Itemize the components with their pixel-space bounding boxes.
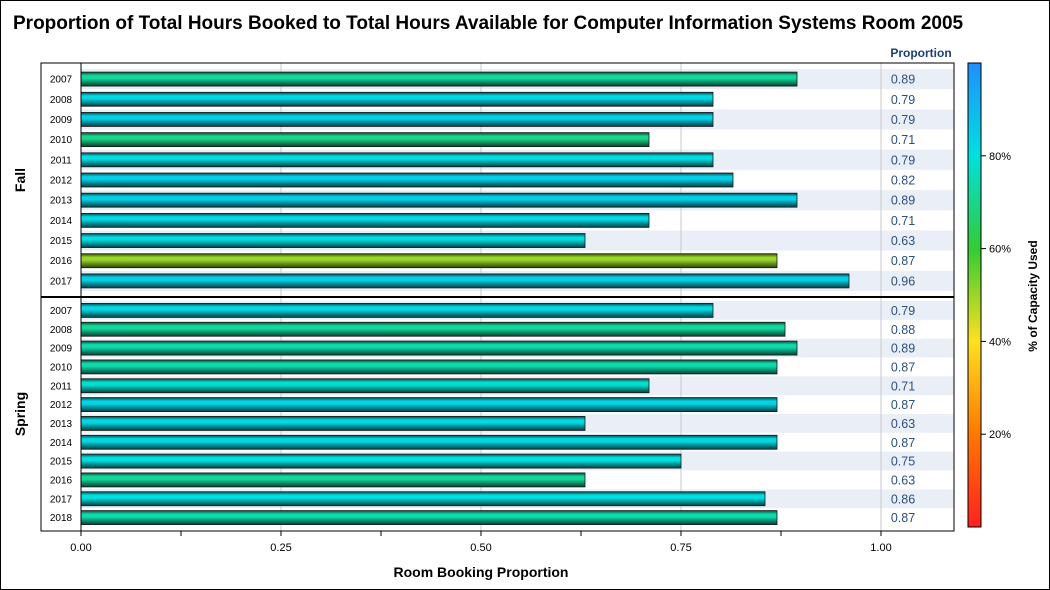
year-label: 2007	[50, 75, 73, 86]
year-label: 2011	[50, 155, 72, 166]
bar	[80, 321, 786, 337]
year-label: 2018	[50, 513, 73, 524]
chart-title: Proportion of Total Hours Booked to Tota…	[13, 13, 964, 34]
value-label: 0.96	[891, 274, 915, 288]
value-label: 0.88	[891, 323, 915, 337]
panel-label-spring: Spring	[12, 392, 28, 436]
year-label: 2009	[50, 115, 73, 126]
bar	[80, 378, 650, 394]
value-label: 0.79	[891, 304, 915, 318]
year-label: 2007	[50, 306, 73, 317]
year-label: 2010	[50, 135, 73, 146]
colorbar	[967, 62, 982, 528]
value-label: 0.82	[891, 174, 915, 188]
bar	[80, 510, 778, 525]
bar	[80, 472, 586, 488]
value-label: 0.79	[891, 93, 915, 107]
value-column-header: Proportion	[890, 46, 951, 60]
value-label: 0.87	[891, 436, 915, 450]
year-label: 2010	[50, 362, 73, 373]
x-tick-label: 1.00	[870, 542, 891, 554]
bar	[80, 91, 714, 107]
value-label: 0.71	[891, 214, 915, 228]
value-label: 0.79	[891, 153, 915, 167]
year-label: 2011	[50, 381, 72, 392]
x-axis-label: Room Booking Proportion	[394, 564, 569, 580]
bar	[80, 152, 714, 168]
year-label: 2015	[50, 236, 73, 247]
bar	[80, 397, 778, 412]
bar	[80, 416, 586, 431]
year-label: 2013	[50, 419, 73, 430]
bar	[80, 233, 586, 248]
colorbar-tick-label: 20%	[989, 429, 1011, 441]
year-label: 2017	[50, 276, 73, 287]
value-label: 0.89	[891, 342, 915, 356]
colorbar-tick-label: 80%	[989, 151, 1011, 163]
year-label: 2014	[50, 216, 73, 227]
value-label: 0.87	[891, 360, 915, 374]
value-label: 0.87	[891, 511, 915, 525]
value-label: 0.63	[891, 473, 915, 487]
value-label: 0.63	[891, 417, 915, 431]
colorbar-tick-label: 40%	[989, 336, 1011, 348]
bar	[80, 192, 798, 208]
bar	[80, 453, 682, 469]
bar	[80, 132, 650, 148]
value-label: 0.79	[891, 113, 915, 127]
year-label: 2012	[50, 400, 73, 411]
bar	[80, 112, 714, 127]
x-tick-label: 0.00	[70, 542, 91, 554]
bar	[80, 273, 850, 289]
bar	[80, 359, 778, 375]
value-label: 0.86	[891, 492, 915, 506]
value-label: 0.89	[891, 194, 915, 208]
colorbar-label: % of Capacity Used	[1026, 240, 1040, 351]
bar	[80, 303, 714, 318]
x-tick-label: 0.50	[470, 542, 491, 554]
colorbar-tick-label: 60%	[989, 244, 1011, 256]
year-label: 2012	[50, 176, 73, 187]
bar	[80, 253, 778, 269]
year-label: 2015	[50, 457, 73, 468]
year-label: 2009	[50, 344, 73, 355]
year-label: 2008	[50, 325, 73, 336]
value-label: 0.87	[891, 398, 915, 412]
year-label: 2013	[50, 196, 73, 207]
bar	[80, 212, 650, 228]
year-label: 2016	[50, 475, 73, 486]
bar	[80, 71, 798, 87]
value-label: 0.63	[891, 234, 915, 248]
year-label: 2016	[50, 256, 73, 267]
x-tick-label: 0.75	[670, 542, 691, 554]
year-label: 2017	[50, 494, 73, 505]
bar	[80, 434, 778, 450]
value-label: 0.71	[891, 133, 915, 147]
x-tick-label: 0.25	[270, 542, 291, 554]
bar	[80, 491, 766, 507]
plot-area: Fall 2007 0.89 2008 0.79 2009 0.79 2010 0.71 2011…	[12, 62, 1011, 554]
value-label: 0.75	[891, 455, 915, 469]
year-label: 2014	[50, 438, 73, 449]
panel-label-fall: Fall	[12, 168, 28, 192]
bar	[80, 340, 798, 356]
bar	[80, 172, 734, 188]
value-label: 0.71	[891, 379, 915, 393]
year-label: 2008	[50, 95, 73, 106]
value-label: 0.87	[891, 254, 915, 268]
value-label: 0.89	[891, 73, 915, 87]
